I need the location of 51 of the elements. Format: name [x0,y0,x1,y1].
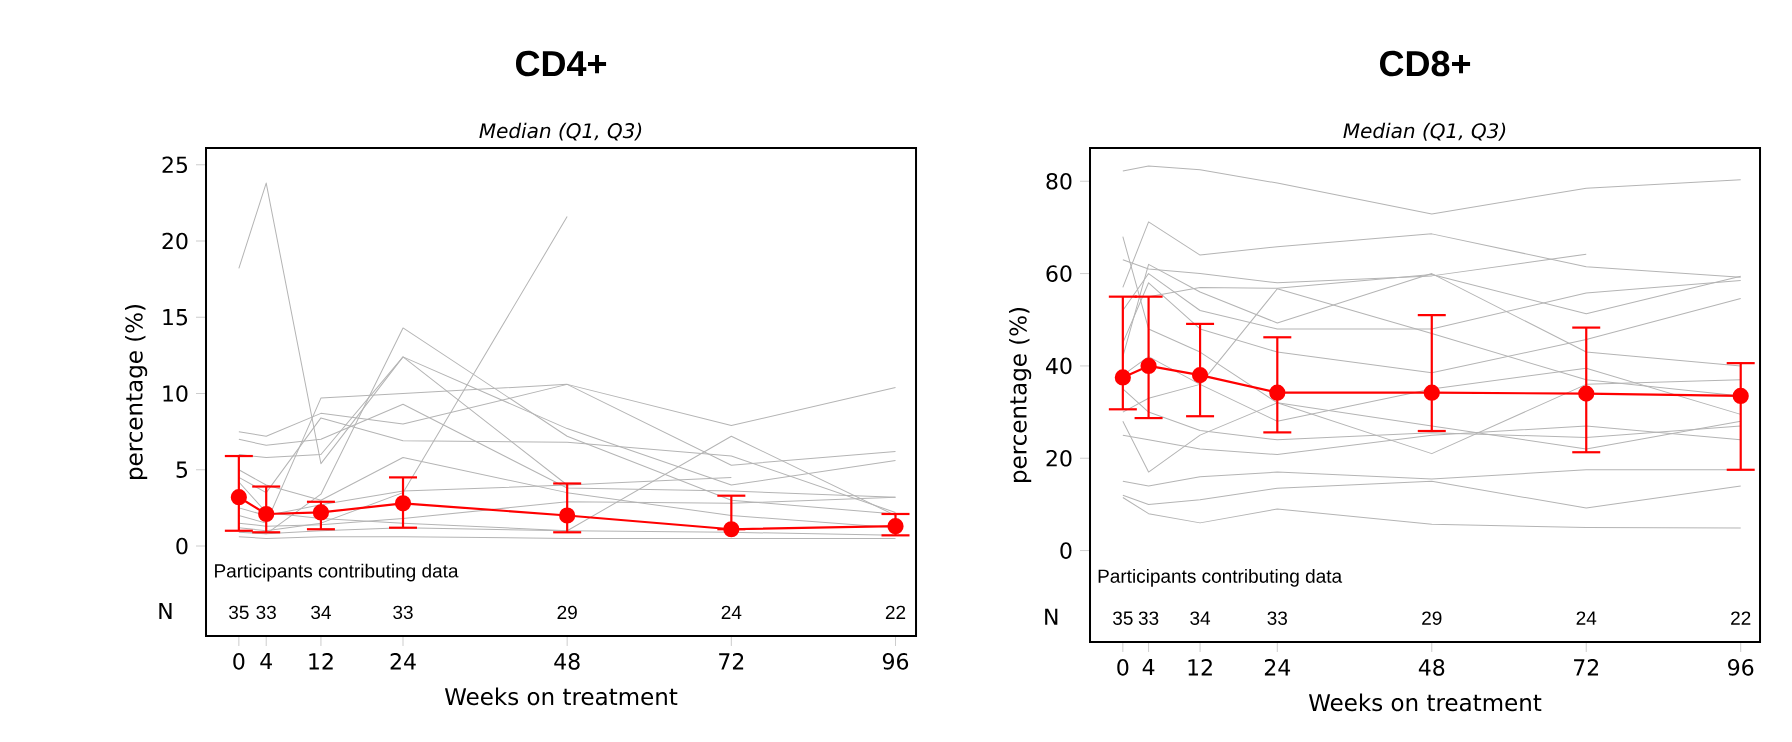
annotation: 35 [229,605,249,620]
annotation: 33 [256,605,276,620]
y-tick-label: 25 [162,156,188,174]
annotation: 34 [311,605,331,620]
y-tick-label: 0 [176,537,188,555]
y-tick-label: 0 [1060,542,1072,559]
x-tick-label: 48 [1418,659,1445,676]
chart-title: CD4+ [515,50,607,77]
annotation: 22 [885,605,906,619]
annotation: 33 [1138,611,1159,625]
y-tick-label: 60 [1046,265,1072,282]
x-tick-label: 0 [1117,659,1129,676]
y-tick-label: 15 [163,309,188,326]
annotation: 35 [1112,611,1133,625]
x-tick-label: 12 [1188,659,1212,676]
annotation: Participants contributing data [1098,568,1343,587]
y-tick-label: 5 [176,461,188,478]
annotation: 33 [1267,611,1288,625]
x-tick-label: 12 [309,653,333,670]
annotation: 29 [557,605,577,620]
x-tick-label: 24 [390,653,416,670]
annotation: 33 [393,605,413,620]
text: N [159,602,172,619]
x-tick-label: 72 [1574,659,1599,676]
chart-subtitle: Median (Q1, Q3) [479,122,642,141]
x-axis-title: Weeks on treatment [1308,693,1542,712]
annotation: 34 [1190,611,1211,625]
x-tick-label: 4 [260,653,272,670]
y-tick-label: 20 [1046,449,1072,467]
x-tick-label: 4 [1142,659,1155,676]
x-tick-label: 0 [233,653,245,670]
y-tick-label: 40 [1046,357,1072,375]
annotation: 24 [1576,611,1597,625]
chart-title: CD8+ [1379,50,1471,77]
x-tick-label: 96 [882,653,909,670]
x-tick-label: 96 [1728,659,1754,676]
annotation: Participants contributing data [215,563,459,582]
annotation: 22 [1731,611,1751,625]
y-axis-title: percentage (%) [125,304,148,479]
annotation: 29 [1422,611,1442,625]
y-tick-label: 20 [162,232,188,250]
chart-subtitle: Median (Q1, Q3) [1343,122,1506,141]
x-tick-label: 24 [1264,659,1291,676]
x-axis-title: Weeks on treatment [444,687,678,706]
y-axis-title: percentage (%) [1009,307,1032,482]
y-tick-label: 10 [163,385,188,402]
text: N [1045,608,1058,625]
x-tick-label: 72 [719,653,744,670]
annotation: 24 [721,605,742,619]
x-tick-label: 48 [554,653,580,670]
y-tick-label: 80 [1046,172,1072,190]
